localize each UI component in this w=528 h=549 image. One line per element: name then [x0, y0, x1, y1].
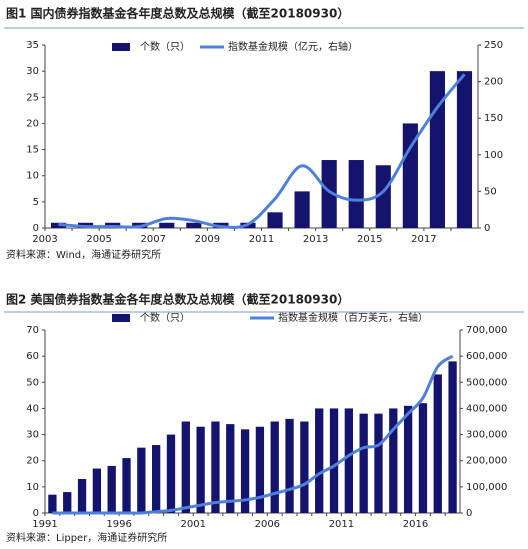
x-tick-label: 2015	[357, 234, 382, 245]
y-tick-label: 35	[26, 40, 39, 51]
y2-tick-label: 200,000	[466, 456, 507, 467]
bar	[456, 71, 473, 229]
line	[58, 73, 466, 229]
x-tick-label: 2017	[411, 234, 436, 245]
bar	[285, 418, 294, 513]
bar	[92, 468, 102, 513]
y2-tick-label: 300,000	[466, 430, 507, 441]
y2-tick-label: 100,000	[466, 482, 507, 493]
y-tick-label: 40	[26, 403, 39, 414]
legend-label: 指数基金规模（百万美元，右轴）	[278, 311, 428, 324]
y2-tick-label: 150	[484, 113, 503, 124]
bar	[448, 361, 457, 513]
bar	[255, 426, 265, 513]
bar	[226, 424, 235, 513]
legend-label: 个数（只）	[140, 311, 190, 324]
y-tick-label: 0	[33, 223, 39, 234]
bar	[418, 403, 428, 513]
y2-tick-label: 600,000	[466, 351, 507, 362]
x-tick-label: 2011	[329, 519, 354, 530]
y2-tick-label: 500,000	[466, 377, 507, 388]
legend-label: 指数基金规模（亿元，右轴）	[228, 40, 358, 53]
source: 资料来源：Wind，海通证券研究所	[6, 248, 161, 261]
bar	[137, 447, 146, 513]
bar	[122, 458, 131, 513]
y2-tick-label: 0	[466, 508, 472, 519]
bar	[166, 434, 176, 513]
bar	[402, 123, 418, 228]
x-tick-label: 2007	[141, 234, 166, 245]
bar	[429, 71, 445, 229]
bar	[433, 374, 442, 513]
y2-tick-label: 100	[484, 150, 503, 161]
y2-tick-label: 700,000	[466, 325, 507, 336]
bar	[63, 492, 72, 513]
bar	[107, 465, 116, 513]
bar	[196, 426, 205, 513]
bar	[374, 413, 383, 513]
x-tick-label: 2016	[403, 519, 428, 530]
bar	[48, 494, 57, 513]
x-tick-label: 2011	[249, 234, 274, 245]
y-tick-label: 60	[26, 351, 39, 362]
x-tick-label: 1996	[106, 519, 131, 530]
bar	[375, 165, 391, 228]
x-tick-label: 1991	[32, 519, 57, 530]
legend-label: 个数（只）	[140, 40, 190, 53]
y-tick-label: 5	[33, 197, 39, 208]
y-tick-label: 10	[26, 171, 39, 182]
y-tick-label: 30	[26, 66, 39, 77]
bar	[359, 413, 368, 513]
y2-tick-label: 200	[484, 77, 503, 88]
x-tick-label: 2009	[195, 234, 220, 245]
bar	[315, 408, 324, 513]
line	[52, 354, 454, 515]
x-tick-label: 2006	[255, 519, 280, 530]
y2-tick-label: 50	[484, 186, 497, 197]
y-tick-label: 0	[33, 508, 39, 519]
bar	[294, 191, 310, 228]
bar	[77, 479, 87, 513]
y-tick-label: 25	[26, 92, 39, 103]
bar	[211, 421, 220, 513]
x-tick-label: 2001	[180, 519, 205, 530]
y2-tick-label: 400,000	[466, 403, 507, 414]
bar	[181, 421, 190, 513]
bar	[389, 408, 398, 513]
x-tick-label: 2013	[303, 234, 328, 245]
bar	[344, 408, 353, 513]
bar	[152, 445, 161, 513]
y-tick-label: 20	[26, 456, 39, 467]
y2-tick-label: 0	[484, 223, 490, 234]
bar	[159, 222, 175, 228]
bar	[267, 212, 283, 228]
legend-swatch	[112, 43, 130, 51]
x-tick-label: 2003	[32, 234, 57, 245]
bar	[348, 160, 364, 228]
chart-title: 图2 美国债券指数基金各年度总数及总规模（截至20180930）	[6, 292, 349, 307]
y-tick-label: 15	[26, 145, 39, 156]
bar	[186, 222, 202, 228]
bar	[300, 421, 309, 513]
bar	[403, 405, 413, 513]
y2-tick-label: 250	[484, 40, 503, 51]
y-tick-label: 30	[26, 430, 39, 441]
legend-swatch	[112, 314, 130, 322]
y-tick-label: 20	[26, 118, 39, 129]
y-tick-label: 50	[26, 377, 39, 388]
bar	[329, 408, 339, 513]
bar	[240, 429, 250, 513]
source: 资料来源：Lipper，海通证券研究所	[6, 531, 167, 544]
bar	[270, 421, 279, 513]
y-tick-label: 10	[26, 482, 39, 493]
chart-title: 图1 国内债券指数基金各年度总数及总规模（截至20180930）	[6, 6, 349, 21]
y-tick-label: 70	[26, 325, 39, 336]
bar	[321, 160, 337, 228]
x-tick-label: 2005	[86, 234, 111, 245]
